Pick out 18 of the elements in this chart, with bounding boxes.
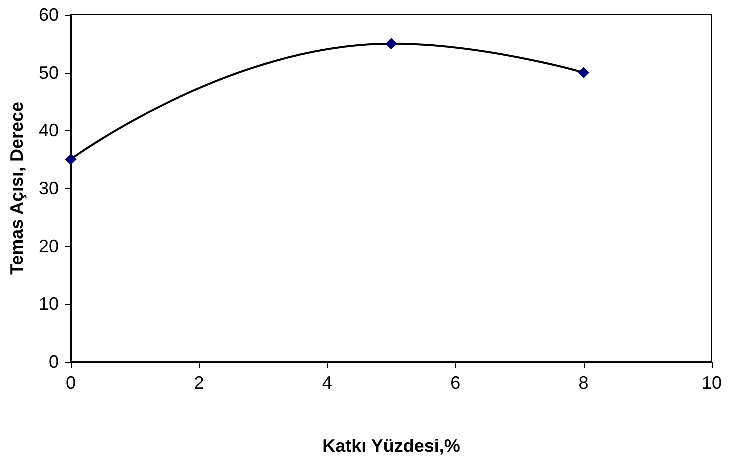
y-tick-label: 60 [38,5,59,25]
y-tick-label: 30 [38,178,59,198]
point [578,67,590,79]
x-tick-label: 4 [322,373,332,393]
y-tick-label: 0 [48,352,59,372]
x-tick-label: 6 [450,373,461,393]
x-axis-title: Katkı Yüzdesi,% [322,436,460,456]
y-tick-label: 10 [38,294,59,314]
x-tick-label: 10 [702,373,722,393]
x-tick-label: 0 [66,373,76,393]
x-tick-label: 2 [194,373,204,393]
y-tick-label: 40 [38,120,59,141]
point [386,38,398,50]
y-axis-title: Temas Açısı, Derece [7,102,27,276]
point [65,154,77,166]
y-tick-label: 20 [38,236,59,256]
y-tick-label: 50 [38,62,59,83]
x-tick-label: 8 [578,373,589,393]
